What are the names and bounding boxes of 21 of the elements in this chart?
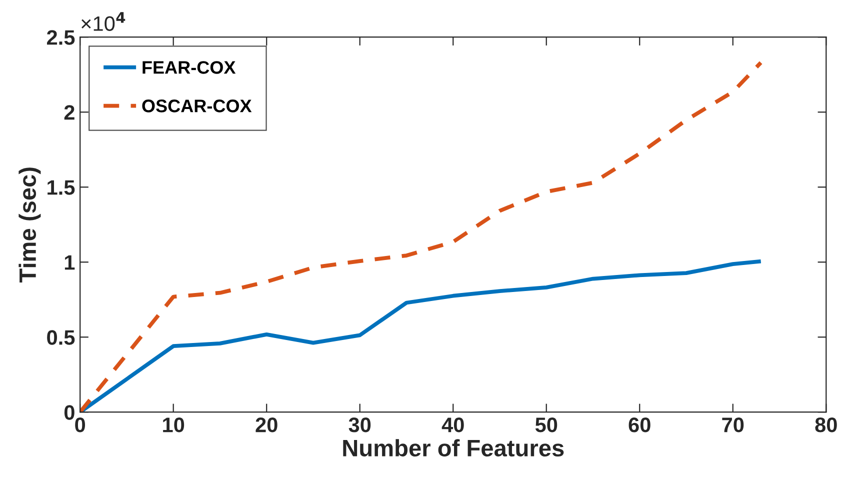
x-tick-label: 70 [722,418,744,432]
y-tick-label: 1.5 [48,180,75,195]
y-tick-label: 2.5 [46,30,75,45]
x-tick-label: 30 [348,418,371,432]
x-axis-title: Number of Features [343,439,564,457]
x-tick-label: 50 [535,418,558,432]
x-tick-label: 40 [442,418,464,432]
y-tick-label: 1 [64,255,75,270]
x-tick-label: 10 [163,418,184,432]
legend-label: FEAR-COX [142,61,236,74]
y-tick-label: 2 [64,105,74,120]
x-tick-label: 60 [628,418,650,432]
x-tick-label: 0 [75,418,86,432]
line-series [80,60,763,412]
y-tick-label: 0 [64,405,74,420]
text: ×10$^{4}$ [82,12,126,31]
y-tick-label: 0.5 [47,330,75,345]
x-tick-label: 80 [815,418,837,432]
legend-label: OSCAR-COX [142,100,252,112]
y-axis-title: Time (sec) [18,168,41,283]
x-tick-label: 20 [256,418,278,432]
